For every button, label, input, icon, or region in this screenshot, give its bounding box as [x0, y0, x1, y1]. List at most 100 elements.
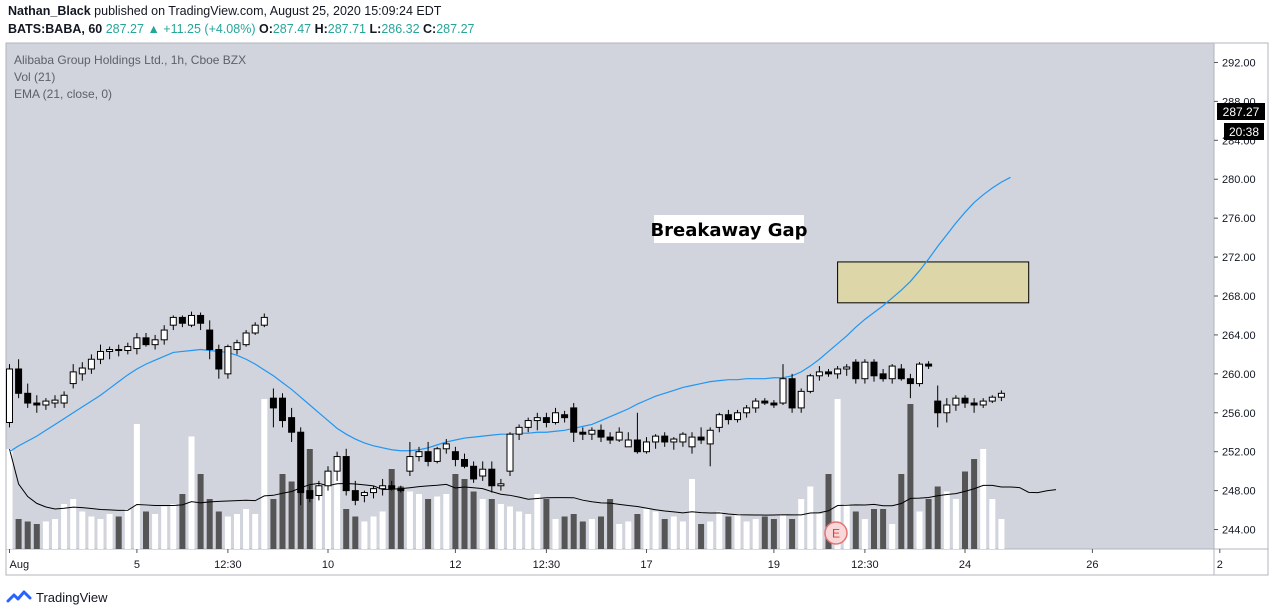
time-tick-label: 12:30: [533, 559, 561, 571]
volume-bar: [252, 514, 259, 549]
volume-bar: [52, 519, 58, 549]
volume-bar: [461, 479, 468, 549]
open-label: O:: [258, 22, 273, 36]
candle-body: [579, 431, 587, 435]
volume-bar: [598, 516, 604, 549]
author-name[interactable]: Nathan_Black: [8, 4, 91, 18]
volume-ma-line: [9, 448, 1057, 516]
close-label: C:: [423, 22, 437, 36]
volume-bar: [898, 474, 905, 549]
candle-body: [124, 346, 132, 351]
earnings-marker-circle[interactable]: [824, 521, 848, 545]
volume-bar: [679, 521, 686, 549]
volume-bar: [115, 516, 122, 549]
volume-bar: [479, 499, 486, 549]
volume-bar: [752, 519, 759, 549]
time-tick-label: 19: [768, 559, 780, 571]
price-tick-label: 260.00: [1222, 369, 1256, 381]
candle-body: [315, 485, 323, 496]
candle-body: [51, 399, 59, 404]
last-price-tag-text: 287.27: [1223, 105, 1260, 119]
countdown-tag-bg: [1224, 123, 1264, 140]
time-tick-label: 26: [1086, 559, 1098, 571]
candle-body: [497, 483, 505, 487]
candle-body: [269, 397, 277, 409]
volume-bar: [734, 514, 741, 549]
volume-bar: [916, 511, 923, 549]
volume-bar: [243, 509, 250, 549]
volume-bar: [570, 514, 577, 549]
volume-bar: [270, 499, 277, 549]
candle-body: [542, 417, 550, 423]
candle-body: [533, 417, 541, 422]
legend-volume[interactable]: Vol (21): [14, 70, 55, 84]
volume-bar: [379, 511, 386, 549]
volume-bar: [543, 499, 550, 549]
earnings-marker[interactable]: E: [824, 521, 848, 545]
volume-bar: [507, 506, 513, 549]
volume-bar: [124, 509, 131, 549]
volume-bar: [525, 514, 532, 549]
volume-bar: [643, 509, 650, 549]
time-axis-background[interactable]: [6, 549, 1214, 575]
candle-body: [188, 314, 195, 326]
volume-bar: [889, 524, 896, 549]
high-value: 287.71: [327, 22, 367, 36]
price-tick-label: 280.00: [1222, 174, 1256, 186]
candle-body: [688, 436, 696, 448]
volume-bar: [88, 516, 95, 549]
last-price-tag: 287.27 20:38: [1217, 103, 1265, 140]
volume-bar: [698, 524, 705, 549]
volume-bar: [133, 424, 140, 549]
volume-bar: [761, 516, 768, 549]
candle-body: [861, 361, 869, 380]
volume-bar: [798, 499, 805, 549]
candle-body: [242, 332, 250, 346]
candle-body: [78, 367, 86, 375]
candle-body: [743, 407, 751, 414]
last-price: 287.27: [105, 22, 144, 36]
volume-bar: [224, 516, 231, 549]
candle-body: [470, 465, 478, 480]
candle-body: [424, 451, 432, 462]
published-text: published on TradingView.com, August 25,…: [94, 4, 442, 18]
candle-body: [169, 316, 177, 326]
candle-body: [897, 368, 905, 380]
volume-bar: [106, 514, 113, 549]
candle-body: [461, 458, 468, 467]
volume-bar: [834, 399, 841, 549]
tradingview-brand: TradingView: [36, 589, 108, 605]
candle-body: [852, 361, 860, 380]
candle-body: [970, 402, 978, 406]
volume-bar: [188, 436, 195, 549]
volume-bar: [807, 486, 814, 549]
candle-body: [279, 397, 286, 422]
candle-body: [724, 414, 732, 421]
candle-body: [761, 400, 769, 404]
tradingview-footer[interactable]: TradingView: [6, 589, 108, 605]
volume-bar: [388, 469, 395, 549]
volume-bar: [652, 511, 659, 549]
candle-body: [370, 488, 377, 494]
candle-body: [997, 392, 1005, 398]
candle-body: [697, 436, 705, 441]
volume-bar: [42, 521, 49, 549]
candle-body: [15, 368, 23, 394]
volume-bar: [552, 519, 559, 549]
low-value: 286.32: [381, 22, 420, 36]
legend-title[interactable]: Alibaba Group Holdings Ltd., 1h, Cboe BZ…: [14, 53, 246, 67]
candle-body: [734, 412, 741, 421]
symbol-label: BATS:BABA, 60: [8, 22, 103, 36]
legend-ema[interactable]: EMA (21, close, 0): [14, 87, 112, 101]
tradingview-logo-icon: [6, 590, 32, 603]
candle-body: [379, 485, 387, 490]
candle-body: [397, 488, 405, 492]
candle-body: [552, 412, 559, 423]
volume-bar: [416, 494, 422, 549]
candle-body: [160, 329, 168, 341]
volume-bar: [97, 519, 104, 549]
volume-bar: [179, 494, 186, 549]
volume-bar: [443, 494, 450, 549]
candle-body: [779, 378, 787, 404]
